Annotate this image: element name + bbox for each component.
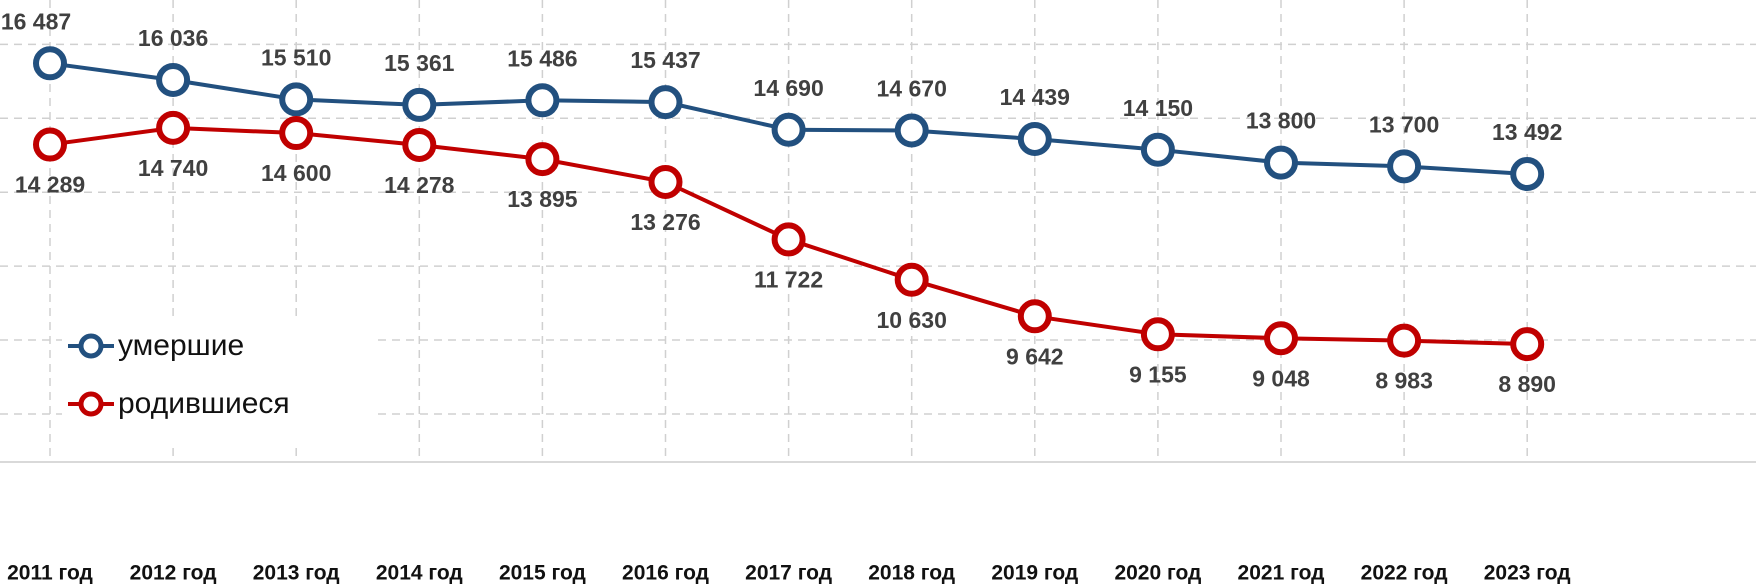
marker xyxy=(1510,327,1545,362)
legend-marker xyxy=(78,391,104,417)
marker xyxy=(771,112,806,147)
data-label: 13 276 xyxy=(630,209,700,235)
data-label: 9 155 xyxy=(1129,361,1187,387)
marker xyxy=(648,85,683,120)
data-label: 14 600 xyxy=(261,160,331,186)
data-label: 13 895 xyxy=(507,186,578,212)
data-label: 15 486 xyxy=(507,45,577,71)
data-label: 13 800 xyxy=(1246,108,1316,134)
legend-bg xyxy=(62,318,372,442)
data-label: 14 150 xyxy=(1123,95,1193,121)
marker xyxy=(402,127,437,162)
marker xyxy=(525,83,560,118)
marker xyxy=(1387,323,1422,358)
data-label: 9 048 xyxy=(1252,365,1310,391)
x-tick-label: 2011 год xyxy=(7,562,93,585)
x-tick-label: 2013 год xyxy=(253,562,340,585)
data-label: 10 630 xyxy=(877,307,947,333)
data-label: 15 510 xyxy=(261,45,331,71)
data-label: 14 740 xyxy=(138,155,208,181)
marker xyxy=(279,82,314,117)
data-label: 9 642 xyxy=(1006,343,1064,369)
data-label: 8 983 xyxy=(1375,368,1433,394)
data-label: 16 036 xyxy=(138,25,208,51)
x-tick-label: 2015 год xyxy=(499,562,586,585)
legend-marker xyxy=(78,333,104,359)
x-tick-label: 2022 год xyxy=(1361,562,1448,585)
data-label: 14 289 xyxy=(15,172,85,198)
marker xyxy=(648,164,683,199)
x-tick-label: 2019 год xyxy=(991,562,1078,585)
x-tick-label: 2017 год xyxy=(745,562,832,585)
data-label: 14 670 xyxy=(877,76,947,102)
data-label: 16 487 xyxy=(1,8,71,34)
x-tick-label: 2018 год xyxy=(868,562,955,585)
marker xyxy=(1387,149,1422,184)
marker xyxy=(33,127,67,162)
marker xyxy=(1510,157,1545,192)
marker xyxy=(1017,122,1052,157)
marker xyxy=(402,87,437,122)
data-label: 11 722 xyxy=(754,267,823,293)
marker xyxy=(894,113,929,148)
marker xyxy=(1140,317,1175,352)
x-tick-label: 2020 год xyxy=(1114,562,1201,585)
data-label: 13 492 xyxy=(1492,119,1562,145)
marker xyxy=(156,110,191,145)
data-label: 15 437 xyxy=(630,47,700,73)
x-tick-label: 2012 год xyxy=(130,562,217,585)
marker xyxy=(1140,132,1175,167)
x-tick-label: 2014 год xyxy=(376,562,463,585)
x-tick-label: 2021 год xyxy=(1238,562,1325,585)
data-label: 8 890 xyxy=(1498,371,1556,397)
marker xyxy=(1017,299,1052,334)
marker xyxy=(1264,145,1298,180)
data-label: 14 690 xyxy=(753,75,823,101)
marker xyxy=(156,62,191,97)
legend-label: родившиеся xyxy=(118,387,290,420)
marker xyxy=(894,262,929,297)
x-tick-label: 2016 год xyxy=(622,562,709,585)
x-tick-label: 2023 год xyxy=(1484,562,1571,585)
legend-label: умершие xyxy=(118,329,244,362)
data-label: 14 278 xyxy=(384,172,455,198)
marker xyxy=(1264,321,1298,356)
data-label: 14 439 xyxy=(1000,84,1070,110)
marker xyxy=(279,116,314,151)
data-label: 13 700 xyxy=(1369,111,1439,137)
marker xyxy=(33,46,67,81)
marker xyxy=(771,222,806,257)
data-label: 15 361 xyxy=(384,50,455,76)
marker xyxy=(525,142,560,177)
